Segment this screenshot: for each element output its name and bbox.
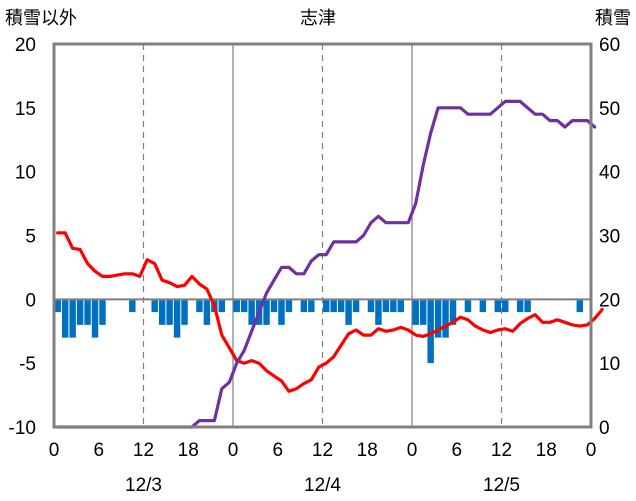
precipitation-bar — [308, 300, 315, 313]
precipitation-bar — [300, 300, 308, 313]
precipitation-bar — [129, 300, 136, 313]
precipitation-bar — [263, 300, 270, 325]
chart-title: 志津 — [300, 8, 336, 29]
precipitation-bar — [181, 300, 188, 325]
precipitation-bar — [151, 300, 158, 313]
precipitation-bar — [84, 300, 91, 325]
y-tick-label-left: -5 — [19, 354, 36, 375]
precipitation-bar — [173, 300, 181, 338]
y-tick-label-left: 20 — [15, 35, 36, 56]
precipitation-bar — [479, 300, 487, 313]
date-label: 12/5 — [483, 475, 520, 496]
right-y-ticks: 60 50 40 30 20 10 0 — [599, 35, 620, 439]
x-tick-label: 0 — [586, 440, 597, 461]
date-label: 12/3 — [125, 475, 162, 496]
y-tick-label-left: 15 — [15, 99, 36, 120]
precipitation-bar — [464, 300, 472, 313]
x-tick-label: 12 — [312, 440, 333, 461]
precipitation-bar — [412, 300, 419, 325]
x-hour-ticks: 0 6 12 18 0 6 12 18 0 6 12 18 0 — [49, 440, 597, 461]
precipitation-bar — [76, 300, 84, 325]
x-tick-label: 6 — [272, 440, 283, 461]
x-tick-label: 0 — [228, 440, 239, 461]
x-tick-label: 12 — [491, 440, 512, 461]
precipitation-bar — [524, 300, 531, 313]
x-tick-label: 6 — [451, 440, 462, 461]
precipitation-bar — [390, 300, 397, 313]
precipitation-bar — [99, 300, 106, 325]
y-tick-label-left: 0 — [25, 290, 36, 311]
precipitation-bar — [352, 300, 360, 313]
right-axis-title: 積雪 — [595, 8, 631, 29]
precipitation-bar — [323, 300, 330, 313]
y-tick-label-right: 40 — [599, 163, 620, 184]
precipitation-bar — [233, 300, 240, 313]
left-axis-title: 積雪以外 — [5, 8, 77, 29]
left-y-ticks: 20 15 10 5 0 -5 -10 — [9, 35, 36, 439]
y-tick-label-left: 5 — [25, 227, 36, 248]
x-tick-label: 6 — [93, 440, 104, 461]
grid — [54, 44, 591, 427]
y-tick-label-right: 60 — [599, 35, 620, 56]
x-tick-label: 18 — [178, 440, 199, 461]
y-tick-label-right: 20 — [599, 290, 620, 311]
precipitation-bar — [434, 300, 442, 338]
precipitation-bar — [158, 300, 166, 325]
y-tick-label-right: 10 — [599, 354, 620, 375]
date-label: 12/4 — [304, 475, 341, 496]
precipitation-bar — [576, 300, 584, 313]
plot-frame — [52, 42, 593, 429]
precipitation-bar — [375, 300, 382, 325]
precipitation-bar — [54, 300, 61, 313]
precipitation-series — [54, 300, 584, 364]
y-tick-label-right: 30 — [599, 227, 620, 248]
line-series — [56, 99, 604, 429]
precipitation-bar — [345, 300, 352, 325]
x-tick-label: 18 — [536, 440, 557, 461]
date-labels: 12/3 12/4 12/5 — [125, 475, 520, 496]
precipitation-bar — [196, 300, 203, 313]
x-tick-label: 12 — [133, 440, 154, 461]
x-tick-label: 18 — [357, 440, 378, 461]
precipitation-bar — [367, 300, 375, 313]
temperature-line — [56, 231, 604, 393]
precipitation-bar — [442, 300, 449, 338]
y-tick-label-left: 10 — [15, 163, 36, 184]
precipitation-bar — [285, 300, 293, 313]
y-tick-label-left: -10 — [9, 418, 36, 439]
precipitation-bar — [240, 300, 248, 313]
precipitation-bar — [382, 300, 390, 313]
y-tick-label-right: 0 — [599, 418, 610, 439]
precipitation-bar — [397, 300, 405, 313]
precipitation-bar — [427, 300, 434, 364]
precipitation-bar — [278, 300, 285, 325]
precipitation-bar — [337, 300, 345, 313]
precipitation-bar — [502, 300, 509, 313]
y-tick-label-right: 50 — [599, 99, 620, 120]
precipitation-bar — [419, 300, 427, 325]
precipitation-bar — [516, 300, 524, 313]
precipitation-bar — [248, 300, 255, 325]
snow-depth-line — [56, 99, 597, 429]
x-tick-label: 0 — [407, 440, 418, 461]
precipitation-bar — [218, 300, 226, 313]
precipitation-bar — [203, 300, 211, 325]
precipitation-bar — [449, 300, 457, 325]
x-tick-label: 0 — [49, 440, 60, 461]
precipitation-bar — [494, 300, 501, 313]
precipitation-bar — [166, 300, 173, 325]
precipitation-bar — [270, 300, 278, 313]
precipitation-bar — [330, 300, 337, 313]
precipitation-bar — [61, 300, 69, 338]
precipitation-bar — [69, 300, 76, 338]
precipitation-bar — [91, 300, 99, 338]
